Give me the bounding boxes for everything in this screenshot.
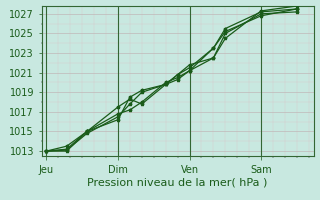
X-axis label: Pression niveau de la mer( hPa ): Pression niveau de la mer( hPa ) [87,178,268,188]
